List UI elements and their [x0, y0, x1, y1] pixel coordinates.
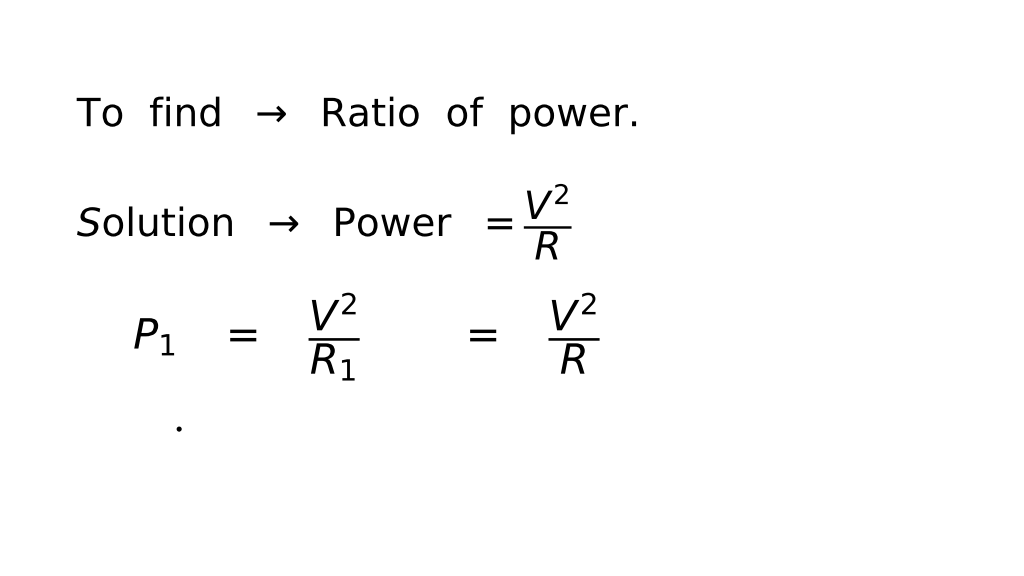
Text: $\mathit{S}$olution  $\rightarrow$  Power  $= \dfrac{V^{2}}{R}$: $\mathit{S}$olution $\rightarrow$ Power … [77, 181, 573, 262]
Text: To  find  $\rightarrow$  Ratio  of  power.: To find $\rightarrow$ Ratio of power. [77, 94, 638, 136]
Text: $P_{1}$   $=$   $\dfrac{V^{2}}{R_{1}}$       $=$   $\dfrac{V^{2}}{R}$: $P_{1}$ $=$ $\dfrac{V^{2}}{R_{1}}$ $=$ $… [133, 290, 601, 384]
